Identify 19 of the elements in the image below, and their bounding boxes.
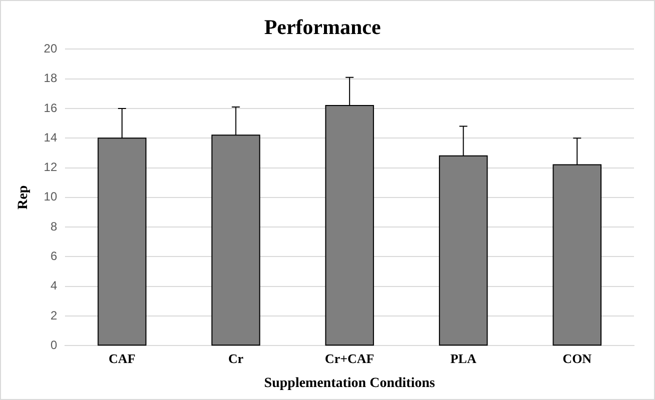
y-tick-label: 2	[50, 308, 58, 322]
x-tick-label: PLA	[450, 350, 477, 366]
y-tick-label: 12	[44, 160, 58, 174]
x-tick-label: Cr+CAF	[324, 350, 374, 366]
y-tick-label: 20	[44, 42, 58, 56]
y-tick-label: 4	[50, 278, 58, 293]
y-tick-label: 6	[50, 248, 58, 263]
chart-title: Performance	[264, 15, 381, 40]
y-tick-label: 14	[44, 130, 58, 144]
y-tick-label: 0	[50, 338, 58, 352]
y-tick-label: 10	[44, 190, 58, 204]
x-tick-label: CAF	[108, 350, 136, 366]
x-tick-label: CON	[562, 350, 592, 366]
y-tick-label: 16	[44, 100, 58, 115]
x-tick-label: Cr	[228, 350, 244, 366]
y-axis-title: Rep	[16, 185, 32, 210]
y-tick-label: 18	[44, 71, 58, 86]
y-tick-label: 8	[50, 219, 58, 234]
x-axis-title: Supplementation Conditions	[264, 376, 436, 392]
